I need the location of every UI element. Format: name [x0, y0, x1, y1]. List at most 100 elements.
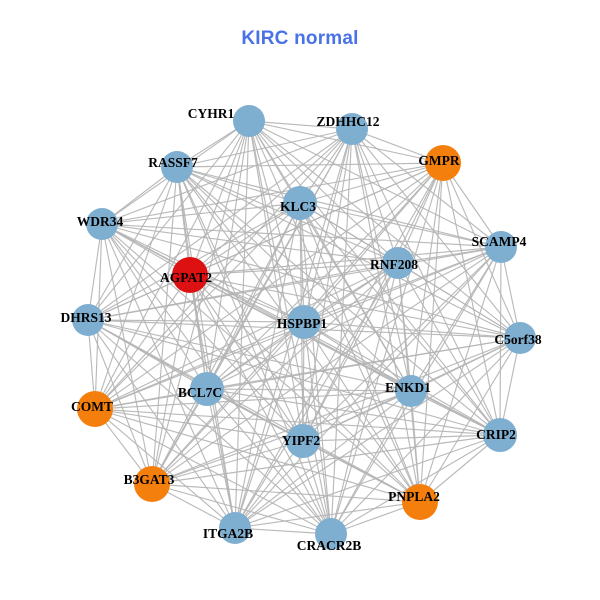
- edge: [248, 120, 353, 130]
- edge: [176, 166, 502, 248]
- node-wdr34[interactable]: [86, 208, 118, 240]
- edge: [151, 202, 301, 485]
- node-label-yipf2: YIPF2: [282, 433, 320, 448]
- node-label-layer: CYHR1 ZDHHC12 GMPR SCAMP4 C5orf38 CRIP2 PNPLA2…: [60, 106, 541, 553]
- node-comt[interactable]: [77, 391, 113, 427]
- edge: [206, 246, 502, 390]
- node-hspbp1[interactable]: [287, 305, 321, 339]
- node-crip2[interactable]: [483, 418, 517, 452]
- edge: [397, 262, 521, 339]
- edge: [94, 408, 421, 503]
- edge: [176, 166, 521, 339]
- edge: [206, 337, 521, 390]
- edge: [234, 246, 502, 529]
- node-cyhr1[interactable]: [233, 105, 265, 137]
- node-yipf2[interactable]: [286, 424, 320, 458]
- edge: [397, 262, 501, 436]
- node-label-crip2: CRIP2: [476, 427, 516, 442]
- node-label-cyhr1: CYHR1: [188, 106, 235, 121]
- edge: [303, 321, 332, 535]
- edge: [87, 223, 103, 321]
- node-label-enkd1: ENKD1: [385, 380, 431, 395]
- edge: [94, 262, 399, 410]
- edge: [189, 162, 444, 276]
- node-gmpr[interactable]: [425, 145, 461, 181]
- edge: [151, 246, 502, 485]
- node-label-hspbp1: HSPBP1: [277, 316, 328, 331]
- edge: [303, 321, 421, 503]
- node-bcl7c[interactable]: [190, 372, 224, 406]
- edge: [303, 246, 502, 323]
- node-label-c5orf38: C5orf38: [494, 332, 541, 347]
- edge: [94, 408, 236, 529]
- edge: [299, 202, 332, 535]
- edge: [94, 408, 332, 535]
- edge: [189, 128, 353, 276]
- edge: [189, 274, 332, 535]
- edge: [101, 223, 412, 392]
- node-c5orf38[interactable]: [504, 322, 536, 354]
- edge: [87, 128, 353, 321]
- edge: [330, 262, 399, 535]
- edge: [419, 246, 502, 503]
- edge: [151, 434, 501, 485]
- edge: [397, 246, 502, 264]
- edge: [330, 337, 521, 535]
- node-dhrs13[interactable]: [72, 304, 104, 336]
- edge: [234, 321, 305, 529]
- edge: [397, 262, 412, 392]
- edge: [302, 434, 501, 442]
- edge: [234, 390, 412, 529]
- edge: [189, 274, 521, 339]
- node-layer: [72, 105, 536, 550]
- edge: [206, 388, 332, 535]
- node-agpat2[interactable]: [172, 257, 208, 293]
- node-label-rassf7: RASSF7: [148, 155, 198, 170]
- edge: [151, 166, 178, 485]
- node-zdhhc12[interactable]: [336, 113, 368, 145]
- edge: [94, 390, 412, 410]
- node-b3gat3[interactable]: [134, 466, 170, 502]
- edge: [302, 162, 444, 442]
- node-rnf208[interactable]: [382, 247, 414, 279]
- node-scamp4[interactable]: [485, 231, 517, 263]
- edge: [87, 319, 421, 503]
- edge: [189, 120, 250, 276]
- edge: [206, 388, 304, 442]
- node-itga2b[interactable]: [219, 512, 251, 544]
- edge: [87, 120, 250, 321]
- edge: [87, 166, 178, 321]
- edge: [442, 162, 501, 436]
- edge: [94, 274, 191, 410]
- edge: [94, 202, 301, 410]
- node-rassf7[interactable]: [161, 151, 193, 183]
- edge: [101, 223, 236, 529]
- edge: [330, 162, 444, 535]
- node-pnpla2[interactable]: [402, 484, 438, 520]
- edge: [94, 408, 501, 436]
- node-enkd1[interactable]: [395, 375, 427, 407]
- edge: [206, 388, 412, 392]
- node-klc3[interactable]: [283, 186, 317, 220]
- edge: [101, 223, 304, 442]
- edge: [176, 166, 236, 529]
- edge: [302, 390, 412, 442]
- edge: [234, 262, 399, 529]
- edge: [151, 440, 304, 485]
- edge: [302, 246, 502, 442]
- edge: [234, 501, 421, 529]
- edge: [101, 223, 521, 339]
- edge: [176, 166, 412, 392]
- edge: [176, 166, 399, 264]
- edge: [94, 408, 304, 442]
- edge: [176, 128, 353, 168]
- node-label-bcl7c: BCL7C: [178, 385, 222, 400]
- node-label-cracr2b: CRACR2B: [297, 538, 362, 553]
- edge: [189, 274, 421, 503]
- edge: [234, 434, 501, 529]
- node-cracr2b[interactable]: [315, 518, 347, 550]
- edge: [410, 390, 421, 503]
- edge: [410, 246, 502, 392]
- edge: [87, 319, 153, 485]
- edge: [101, 223, 208, 390]
